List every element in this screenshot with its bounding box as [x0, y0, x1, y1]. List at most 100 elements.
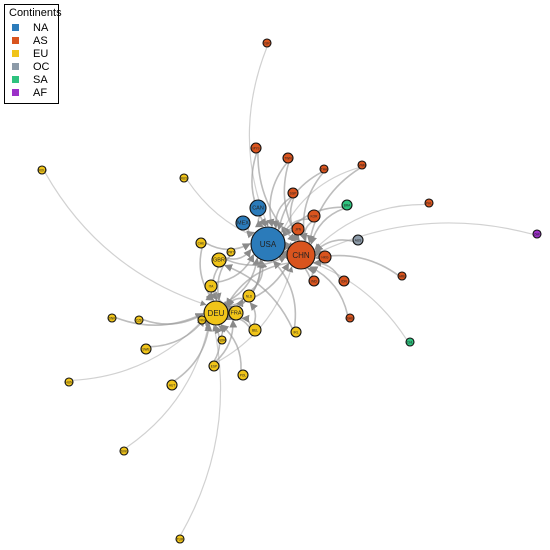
- node-circle-nor: [217, 335, 227, 345]
- node-circle-fin: [197, 315, 207, 325]
- node-label-dnk: DNK: [109, 317, 117, 321]
- node-label-fra: FRA: [231, 311, 242, 317]
- edge-bel-nld: [249, 302, 258, 325]
- node-prt: PRT: [226, 247, 236, 257]
- edge-sgp-chn: [289, 197, 300, 241]
- edge-tur-deu: [180, 325, 222, 536]
- node-circle-sgp: [287, 187, 299, 199]
- node-rus: RUS: [179, 173, 189, 183]
- node-chl: CHL: [405, 337, 415, 347]
- legend-swatch-eu: [12, 50, 19, 57]
- edge-vnm-chn: [306, 167, 361, 244]
- node-label-mex: MEX: [237, 221, 249, 227]
- node-label-isr: ISR: [264, 42, 270, 46]
- node-circle-fra: [228, 305, 244, 321]
- node-label-rus: RUS: [181, 177, 188, 181]
- node-circle-svk: [119, 446, 129, 456]
- node-circle-chl: [405, 337, 415, 347]
- node-esp: ESP: [208, 360, 220, 372]
- node-phl: PHL: [424, 198, 434, 208]
- edge-tha-chn: [299, 172, 324, 242]
- node-label-chn: CHN: [292, 251, 310, 260]
- node-label-esp: ESP: [211, 365, 217, 369]
- node-label-fin: FIN: [199, 319, 205, 323]
- legend-label-sa: SA: [33, 73, 48, 86]
- legend-label-as: AS: [33, 34, 48, 47]
- node-circle-prt: [226, 247, 236, 257]
- edge-isr-usa: [248, 46, 269, 227]
- node-rou: ROU: [37, 165, 47, 175]
- node-bel: BEL: [248, 323, 262, 337]
- node-circle-rou: [37, 165, 47, 175]
- node-circle-hun: [64, 377, 74, 387]
- node-label-rou: ROU: [38, 169, 46, 173]
- node-circle-are: [397, 271, 407, 281]
- legend-swatch-sa: [12, 76, 19, 83]
- node-circle-aut: [166, 379, 178, 391]
- node-circle-ind: [308, 275, 320, 287]
- edge-mys-usa: [251, 152, 267, 227]
- node-circle-kor: [307, 209, 321, 223]
- node-circle-gbr: [211, 252, 227, 268]
- edge-ind-chn: [306, 266, 316, 277]
- node-pol: POL: [237, 369, 249, 381]
- legend-label-na: NA: [33, 21, 49, 34]
- node-vnm: VNM: [357, 160, 367, 170]
- node-label-ita: ITA: [209, 285, 215, 289]
- node-dnk: DNK: [107, 313, 117, 323]
- node-label-jpn: JPN: [295, 228, 302, 232]
- legend-label-eu: EU: [33, 47, 49, 60]
- node-circle-ita: [204, 279, 218, 293]
- node-label-bel: BEL: [252, 329, 258, 333]
- node-irl: IRL: [290, 326, 302, 338]
- node-circle-chn: [286, 240, 316, 270]
- node-label-cze: CZE: [136, 319, 142, 323]
- node-label-zaf: ZAF: [534, 233, 540, 237]
- legend-item-na: NA: [9, 21, 54, 34]
- edge-cze-deu: [142, 313, 204, 325]
- node-ind: IND: [308, 275, 320, 287]
- node-circle-dnk: [107, 313, 117, 323]
- node-circle-bel: [248, 323, 262, 337]
- edge-zaf-chn: [315, 222, 534, 255]
- node-can: CAN: [249, 199, 267, 217]
- node-label-nor: NOR: [218, 339, 226, 343]
- node-jpn: JPN: [291, 222, 305, 236]
- edge-gbr-chn: [225, 255, 287, 267]
- node-label-aus: AUS: [355, 239, 362, 243]
- node-label-mys: MYS: [253, 147, 260, 151]
- node-tur: TUR: [175, 534, 185, 544]
- node-label-prt: PRT: [228, 251, 234, 255]
- node-circle-aus: [352, 234, 364, 246]
- node-circle-phl: [424, 198, 434, 208]
- node-svk: SVK: [119, 446, 129, 456]
- legend-item-sa: SA: [9, 73, 54, 86]
- node-layer: USA CHN DEU CAN MEX GBR FRA JPN KOR HKG ITA NLD BEL C…: [37, 38, 542, 544]
- node-swe: SWE: [140, 343, 152, 355]
- node-aut: AUT: [166, 379, 178, 391]
- node-circle-can: [249, 199, 267, 217]
- node-circle-isr: [262, 38, 272, 48]
- edge-irl-usa: [272, 260, 297, 328]
- edge-esp-chn: [216, 266, 294, 363]
- node-label-ind: IND: [311, 280, 317, 284]
- node-are: ARE: [397, 271, 407, 281]
- edge-che-usa: [205, 242, 251, 251]
- node-circle-jpn: [291, 222, 305, 236]
- node-circle-che: [195, 237, 207, 249]
- node-label-chl: CHL: [407, 341, 414, 345]
- edge-layer: [44, 46, 534, 536]
- edge-svk-deu: [125, 323, 211, 449]
- node-label-tha: THA: [321, 168, 328, 172]
- node-hkg: HKG: [318, 250, 332, 264]
- edge-ita-fra: [214, 290, 232, 309]
- legend: Continents NA AS EU OC SA AF: [4, 4, 62, 104]
- legend-item-oc: OC: [9, 60, 54, 73]
- node-che: CHE: [195, 237, 207, 249]
- legend-item-eu: EU: [9, 47, 54, 60]
- node-label-nld: NLD: [246, 295, 253, 299]
- node-label-usa: USA: [260, 240, 277, 249]
- node-fra: FRA: [228, 305, 244, 321]
- edge-aut-deu: [174, 323, 213, 382]
